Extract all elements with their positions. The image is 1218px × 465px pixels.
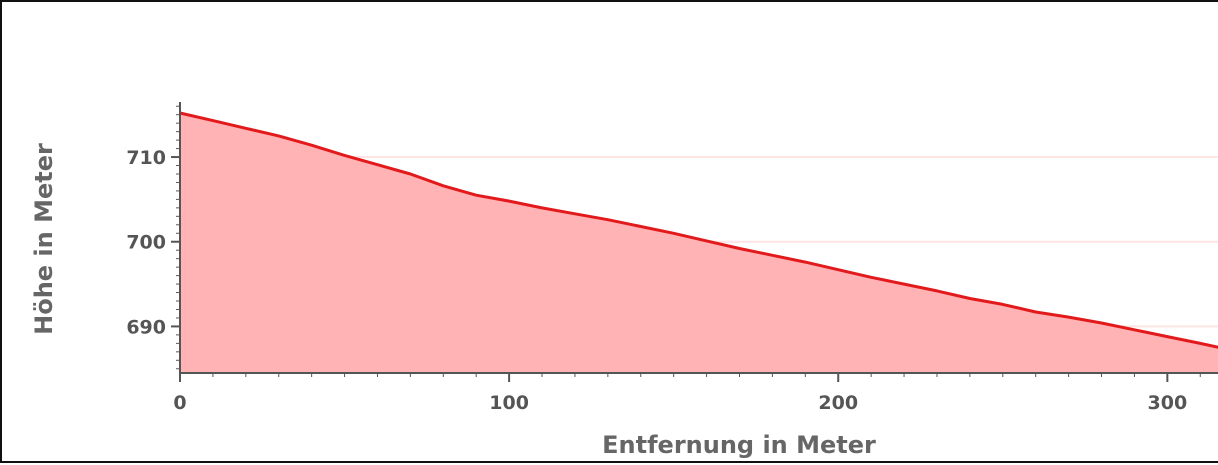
series-line <box>179 111 1218 349</box>
y-tick-label: 690 <box>126 316 166 338</box>
x-tick-label: 100 <box>489 392 529 414</box>
x-tick-label: 0 <box>173 392 186 414</box>
area-series <box>179 111 1218 373</box>
x-tick-label: 200 <box>818 392 858 414</box>
y-tick-label: 710 <box>126 147 166 169</box>
y-tick-label: 700 <box>126 232 166 254</box>
x-tick-label: 300 <box>1148 392 1188 414</box>
y-axis-title: Höhe in Meter <box>30 143 58 335</box>
area-fill <box>180 113 1218 373</box>
x-axis-title: Entfernung in Meter <box>602 431 876 459</box>
axes <box>171 102 1218 382</box>
tick-labels: 690 700 710 0 100 200 300 <box>126 147 1187 414</box>
